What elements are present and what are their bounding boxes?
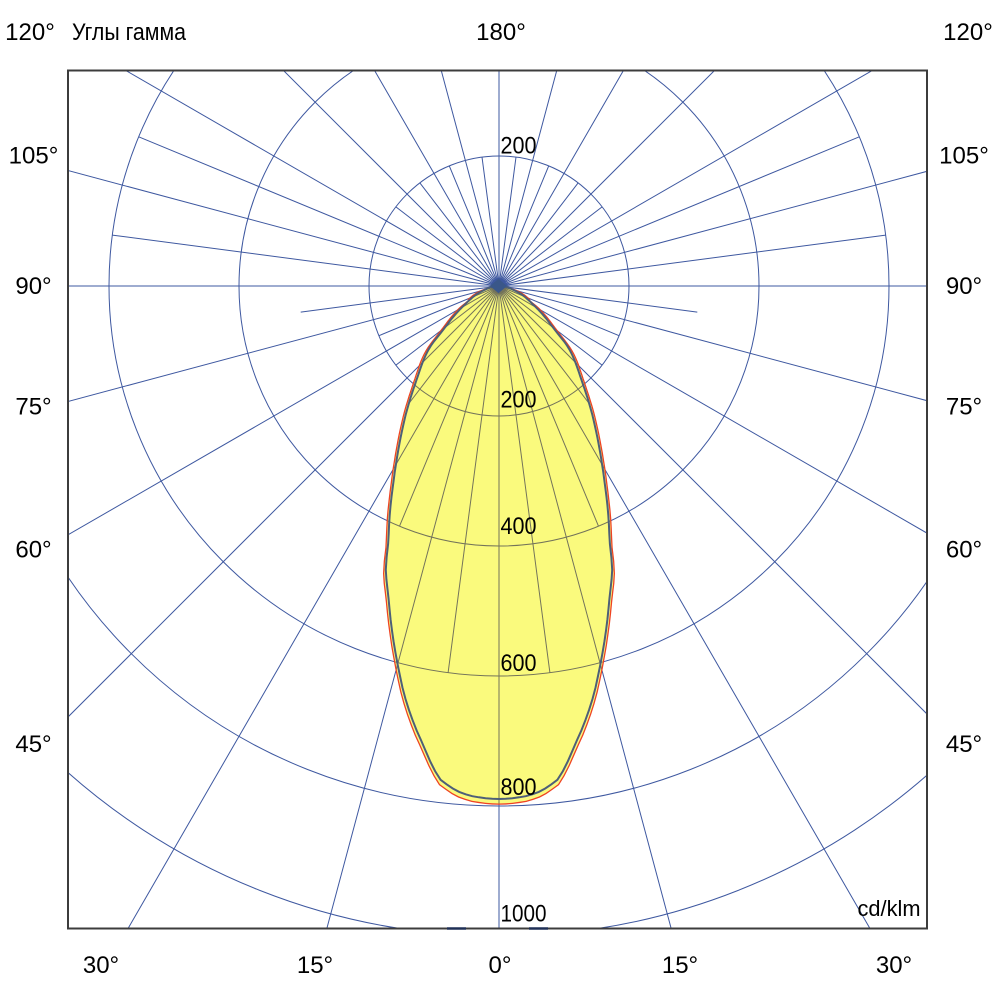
svg-text:105°: 105°: [939, 143, 989, 170]
svg-text:15°: 15°: [662, 952, 698, 979]
svg-text:30°: 30°: [83, 952, 119, 979]
svg-text:60°: 60°: [15, 537, 51, 564]
svg-text:105°: 105°: [9, 143, 59, 170]
svg-text:cd/klm: cd/klm: [858, 896, 921, 921]
svg-text:45°: 45°: [946, 731, 982, 758]
svg-text:75°: 75°: [946, 394, 982, 421]
svg-text:90°: 90°: [15, 273, 51, 300]
svg-text:120°: 120°: [943, 19, 993, 46]
svg-text:400: 400: [501, 513, 537, 540]
svg-text:30°: 30°: [876, 952, 912, 979]
svg-text:180°: 180°: [476, 19, 526, 46]
svg-text:120°: 120°: [5, 19, 55, 46]
svg-text:800: 800: [501, 774, 537, 801]
svg-text:60°: 60°: [946, 537, 982, 564]
svg-text:200: 200: [501, 133, 537, 160]
svg-text:200: 200: [501, 387, 537, 414]
svg-text:1000: 1000: [501, 901, 547, 928]
svg-text:0°: 0°: [489, 952, 512, 979]
svg-text:15°: 15°: [297, 952, 333, 979]
svg-text:45°: 45°: [15, 731, 51, 758]
svg-text:90°: 90°: [946, 273, 982, 300]
svg-text:Углы гамма: Углы гамма: [72, 19, 187, 46]
svg-text:600: 600: [501, 650, 537, 677]
svg-text:75°: 75°: [15, 394, 51, 421]
